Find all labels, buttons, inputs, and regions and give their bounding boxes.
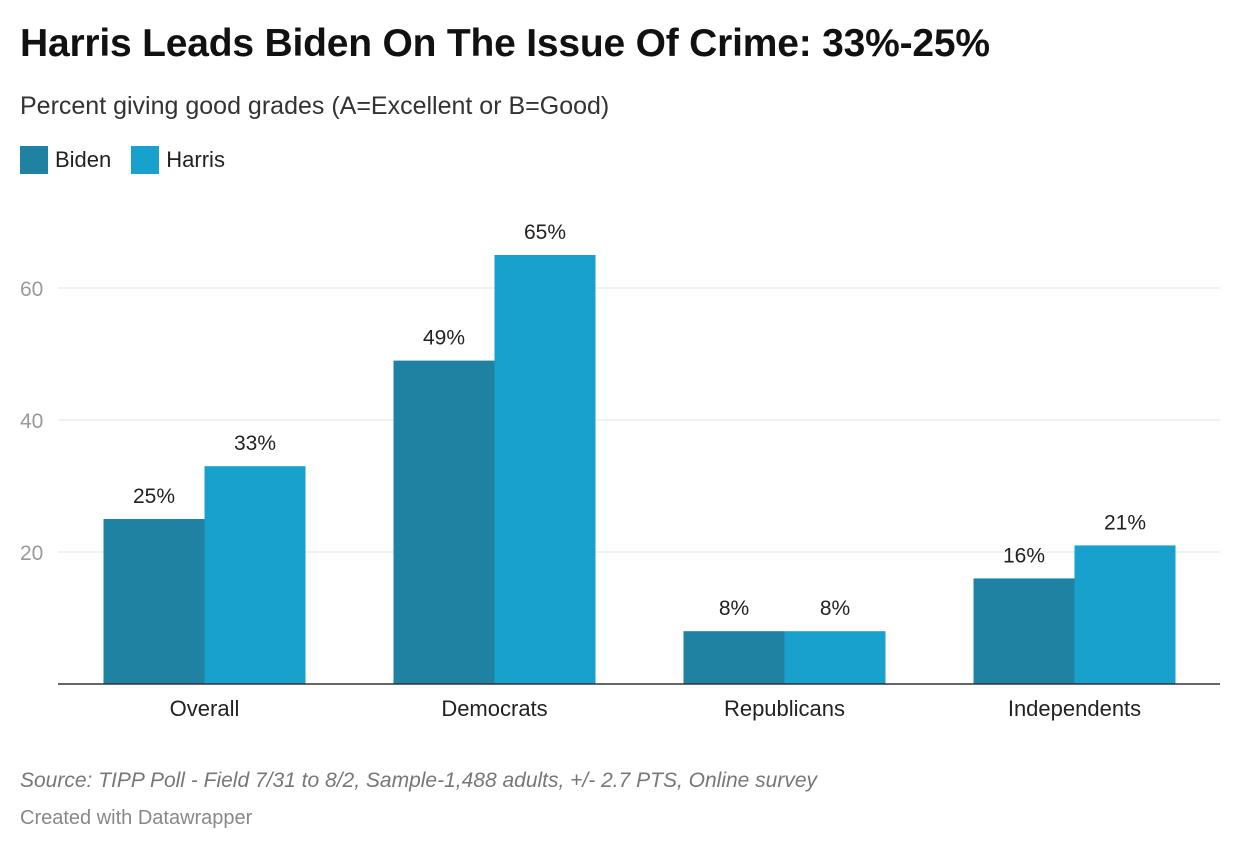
legend-swatch-biden [20, 146, 48, 174]
credit-note: Created with Datawrapper [20, 807, 253, 829]
bar-biden-republicans [683, 631, 785, 684]
bar-harris-democrats [494, 255, 596, 684]
chart-title: Harris Leads Biden On The Issue Of Crime… [20, 22, 990, 65]
bar-biden-overall [103, 519, 205, 684]
bar-harris-republicans [784, 631, 886, 684]
legend-label-harris: Harris [166, 147, 225, 172]
y-tick-label-60: 60 [20, 278, 43, 301]
legend-label-biden: Biden [55, 147, 112, 172]
bar-chart: 20 40 60 25% 33% 49% 65% 8% 8% 16% 21% Overall Dem… [20, 221, 1220, 721]
data-label-biden-independents: 16% [1003, 544, 1045, 567]
data-label-biden-overall: 25% [133, 485, 175, 508]
y-tick-label-20: 20 [20, 542, 43, 565]
data-label-harris-overall: 33% [234, 432, 276, 455]
bar-harris-overall [204, 466, 306, 684]
chart-subtitle: Percent giving good grades (A=Excellent … [20, 92, 610, 120]
legend-item-harris: Harris [131, 146, 225, 174]
data-label-harris-independents: 21% [1104, 511, 1146, 534]
bar-biden-independents [973, 578, 1075, 684]
legend-swatch-harris [131, 146, 160, 174]
y-tick-label-40: 40 [20, 410, 43, 433]
x-tick-label-republicans: Republicans [724, 696, 845, 721]
legend-item-biden: Biden [20, 146, 111, 174]
data-labels: 25% 33% 49% 65% 8% 8% 16% 21% [133, 221, 1146, 620]
bar-harris-independents [1074, 545, 1176, 684]
data-label-harris-democrats: 65% [524, 221, 566, 244]
x-axis: Overall Democrats Republicans Independents [58, 683, 1220, 721]
bars [103, 255, 1176, 684]
bar-biden-democrats [393, 360, 495, 684]
x-tick-label-independents: Independents [1008, 696, 1141, 721]
data-label-harris-republicans: 8% [820, 597, 850, 620]
x-tick-label-democrats: Democrats [441, 696, 547, 721]
source-note: Source: TIPP Poll - Field 7/31 to 8/2, S… [20, 769, 818, 792]
data-label-biden-democrats: 49% [423, 327, 465, 350]
data-label-biden-republicans: 8% [719, 597, 749, 620]
x-tick-label-overall: Overall [170, 696, 240, 721]
legend: Biden Harris [20, 146, 225, 174]
